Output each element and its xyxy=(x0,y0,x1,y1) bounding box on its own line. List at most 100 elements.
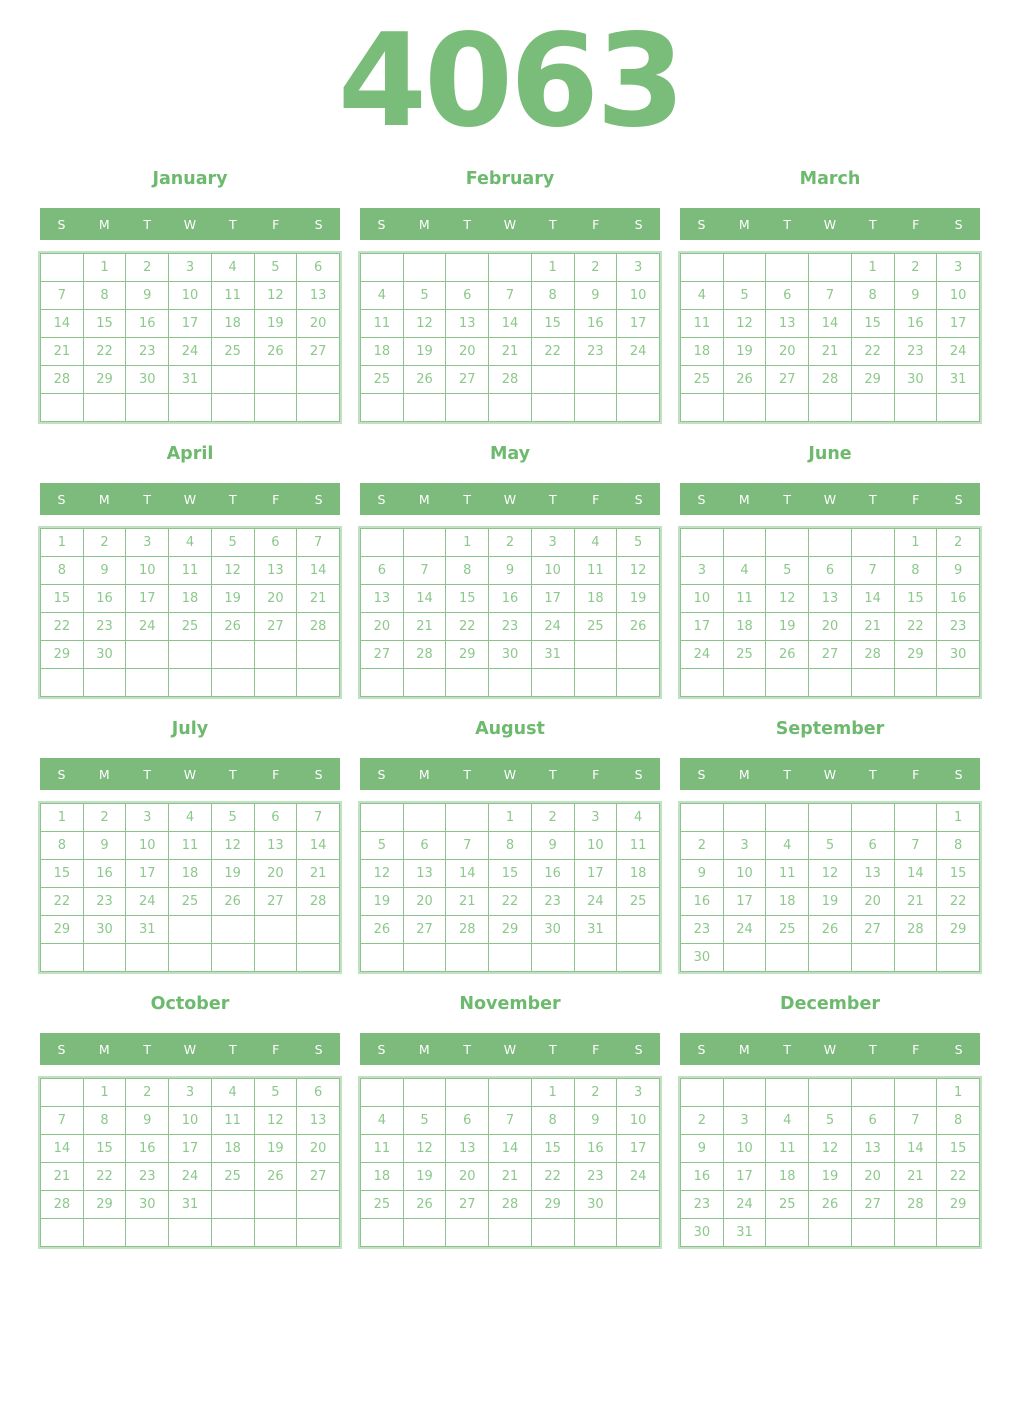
day-cell: 7 xyxy=(296,803,340,832)
day-cell: 24 xyxy=(616,1162,660,1191)
week-row: 21 22 23 24 25 26 27 xyxy=(40,337,340,366)
empty-day-cell xyxy=(573,668,618,697)
weekday-label: S xyxy=(954,1041,963,1057)
day-cell: 26 xyxy=(402,1190,447,1219)
day-grid: 1 2 3 4 5 6 7 8 9 10 11 12 13 14 15 16 17 18 19 20 21 22 23 24 2… xyxy=(38,801,342,974)
day-cell: 18 xyxy=(765,887,810,916)
day-cell: 15 xyxy=(530,1134,575,1163)
day-cell: 9 xyxy=(936,556,980,585)
week-row xyxy=(680,393,980,422)
day-cell: 19 xyxy=(210,584,255,613)
empty-day-cell xyxy=(808,668,852,697)
day-cell: 20 xyxy=(445,337,490,366)
empty-day-cell xyxy=(168,640,212,669)
weekday-label: W xyxy=(823,766,837,782)
day-cell: 12 xyxy=(210,556,255,585)
day-cell: 15 xyxy=(488,859,532,888)
day-cell: 24 xyxy=(125,612,170,641)
day-cell: 10 xyxy=(722,1134,767,1163)
empty-day-cell xyxy=(616,1218,660,1247)
empty-day-cell xyxy=(616,915,660,944)
empty-day-cell xyxy=(402,393,447,422)
weekday-label: W xyxy=(503,491,517,507)
empty-day-cell xyxy=(168,668,212,697)
empty-day-cell xyxy=(402,1078,447,1107)
day-cell: 21 xyxy=(850,612,895,641)
day-cell: 1 xyxy=(893,528,938,557)
empty-day-cell xyxy=(488,393,532,422)
day-cell: 24 xyxy=(573,887,618,916)
day-cell: 28 xyxy=(850,640,895,669)
day-cell: 25 xyxy=(168,612,212,641)
day-cell: 14 xyxy=(488,309,532,338)
day-cell: 24 xyxy=(680,640,724,669)
day-cell: 18 xyxy=(360,337,404,366)
day-cell: 6 xyxy=(296,1078,340,1107)
day-cell: 10 xyxy=(936,281,980,310)
week-row: 9 10 11 12 13 14 15 xyxy=(680,1134,980,1163)
day-cell: 1 xyxy=(936,1078,980,1107)
day-cell: 11 xyxy=(722,584,767,613)
day-cell: 10 xyxy=(530,556,575,585)
month-title: October xyxy=(150,994,230,1014)
day-cell: 6 xyxy=(850,831,895,860)
week-row: 4 5 6 7 8 9 10 xyxy=(360,281,660,310)
day-cell: 11 xyxy=(210,281,255,310)
empty-day-cell xyxy=(402,1218,447,1247)
day-cell: 19 xyxy=(808,1162,852,1191)
day-grid: 1 2 3 4 5 6 7 8 9 10 11 12 13 14 15 16 17 18 19 20 21 22 23 24 2… xyxy=(358,801,662,974)
day-cell: 11 xyxy=(168,831,212,860)
day-cell: 3 xyxy=(125,803,170,832)
day-cell: 11 xyxy=(360,1134,404,1163)
day-cell: 11 xyxy=(765,1134,810,1163)
day-cell: 16 xyxy=(125,309,170,338)
weekday-label: M xyxy=(738,766,750,782)
day-cell: 23 xyxy=(488,612,532,641)
weekday-label: S xyxy=(314,491,323,507)
weekday-label: S xyxy=(634,1041,643,1057)
day-cell: 1 xyxy=(82,253,127,282)
week-row: 21 22 23 24 25 26 27 xyxy=(40,1162,340,1191)
day-cell: 2 xyxy=(125,1078,170,1107)
empty-day-cell xyxy=(488,943,532,972)
day-cell: 18 xyxy=(210,1134,255,1163)
empty-day-cell xyxy=(253,668,298,697)
weekday-label: M xyxy=(98,216,110,232)
day-cell: 16 xyxy=(82,859,127,888)
week-row: 20 21 22 23 24 25 26 xyxy=(360,612,660,641)
day-cell: 4 xyxy=(360,1106,404,1135)
day-cell: 5 xyxy=(722,281,767,310)
day-cell: 31 xyxy=(125,915,170,944)
day-cell: 23 xyxy=(893,337,938,366)
weekday-label: M xyxy=(418,491,430,507)
empty-day-cell xyxy=(168,943,212,972)
day-cell: 11 xyxy=(573,556,618,585)
day-grid: 1 2 3 4 5 6 7 8 9 10 11 12 13 14 15 16 17 18 19 20 21 22 23 24 2… xyxy=(358,251,662,424)
day-cell: 1 xyxy=(936,803,980,832)
empty-day-cell xyxy=(530,943,575,972)
day-cell: 26 xyxy=(210,612,255,641)
empty-day-cell xyxy=(893,668,938,697)
empty-day-cell xyxy=(360,528,404,557)
day-cell: 8 xyxy=(82,1106,127,1135)
day-cell: 4 xyxy=(168,528,212,557)
week-row: 29 30 31 xyxy=(40,915,340,944)
day-cell: 19 xyxy=(808,887,852,916)
day-grid: 1 2 3 4 5 6 7 8 9 10 11 12 13 14 15 16 17 18 19 20 21 22 23 24 2… xyxy=(678,526,982,699)
day-cell: 2 xyxy=(680,831,724,860)
day-cell: 8 xyxy=(893,556,938,585)
weekday-label: W xyxy=(183,766,197,782)
empty-day-cell xyxy=(893,1218,938,1247)
day-cell: 12 xyxy=(253,1106,298,1135)
day-cell: 6 xyxy=(253,528,298,557)
weekday-label: S xyxy=(954,491,963,507)
day-cell: 20 xyxy=(445,1162,490,1191)
day-cell: 12 xyxy=(253,281,298,310)
